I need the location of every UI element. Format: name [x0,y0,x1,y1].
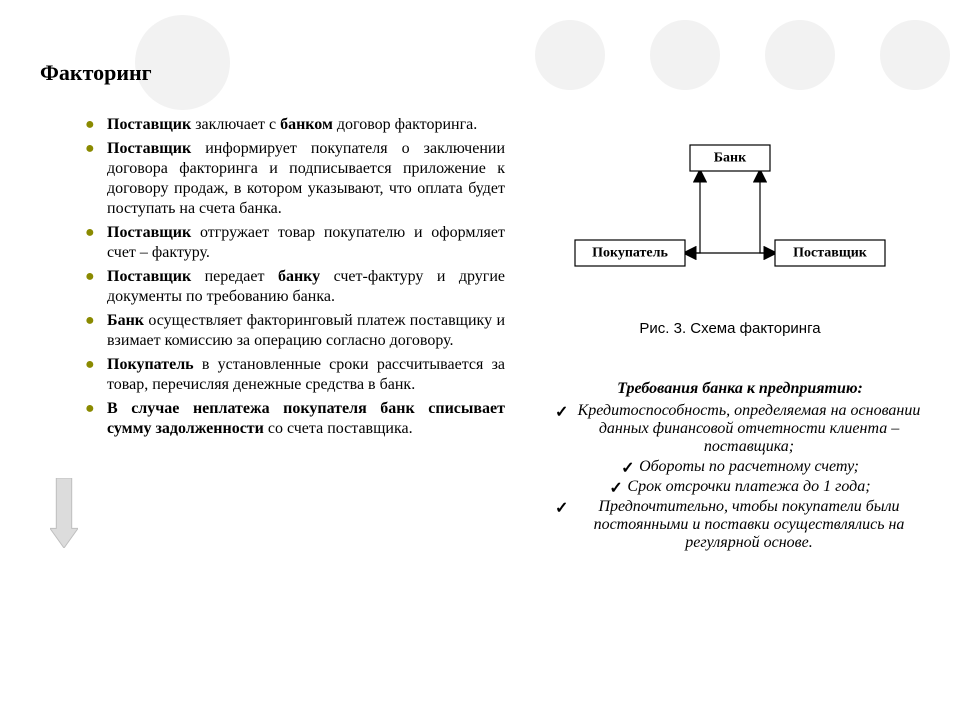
bullet-item: Покупатель в установленные сроки рассчит… [85,355,505,395]
bullet-list: Поставщик заключает с банком договор фак… [85,115,505,439]
bullet-item: Поставщик передает банку счет-фактуру и … [85,267,505,307]
svg-text:Поставщик: Поставщик [793,246,868,261]
requirement-item: Кредитоспособность, определяемая на осно… [555,402,925,456]
factoring-diagram: Банк Покупатель Поставщик [560,140,900,310]
svg-text:Банк: Банк [714,151,747,166]
bg-circle [535,20,605,90]
bullet-item: Поставщик информирует покупателя о заклю… [85,139,505,219]
requirements-title: Требования банка к предприятию: [555,380,925,398]
svg-text:Покупатель: Покупатель [592,246,668,261]
requirement-item: Срок отсрочки платежа до 1 года; [555,478,925,496]
down-arrow-icon [50,478,78,548]
requirements-block: Требования банка к предприятию: Кредитос… [555,380,925,554]
bullet-item: Поставщик отгружает товар покупателю и о… [85,223,505,263]
requirements-list: Кредитоспособность, определяемая на осно… [555,402,925,552]
bg-circle [650,20,720,90]
bg-circle [765,20,835,90]
diagram-caption: Рис. 3. Схема факторинга [560,320,900,337]
bullet-item: В случае неплатежа покупателя банк списы… [85,399,505,439]
bullet-item: Банк осуществляет факторинговый платеж п… [85,311,505,351]
page-title: Факторинг [40,60,152,86]
bullet-item: Поставщик заключает с банком договор фак… [85,115,505,135]
bullet-column: Поставщик заключает с банком договор фак… [85,115,505,443]
requirement-item: Обороты по расчетному счету; [555,458,925,476]
requirement-item: Предпочтительно, чтобы покупатели были п… [555,498,925,552]
bg-circle [880,20,950,90]
